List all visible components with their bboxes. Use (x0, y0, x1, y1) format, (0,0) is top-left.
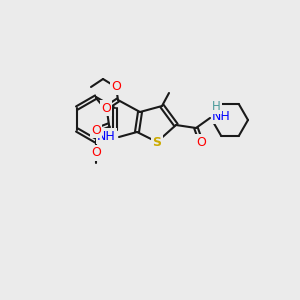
Text: NH: NH (212, 110, 231, 122)
Text: NH: NH (97, 130, 116, 142)
Text: O: O (91, 124, 101, 136)
Text: O: O (101, 101, 111, 115)
Text: O: O (111, 80, 121, 94)
Text: O: O (91, 146, 101, 160)
Text: S: S (152, 136, 161, 148)
Text: O: O (196, 136, 206, 148)
Text: H: H (212, 100, 221, 112)
